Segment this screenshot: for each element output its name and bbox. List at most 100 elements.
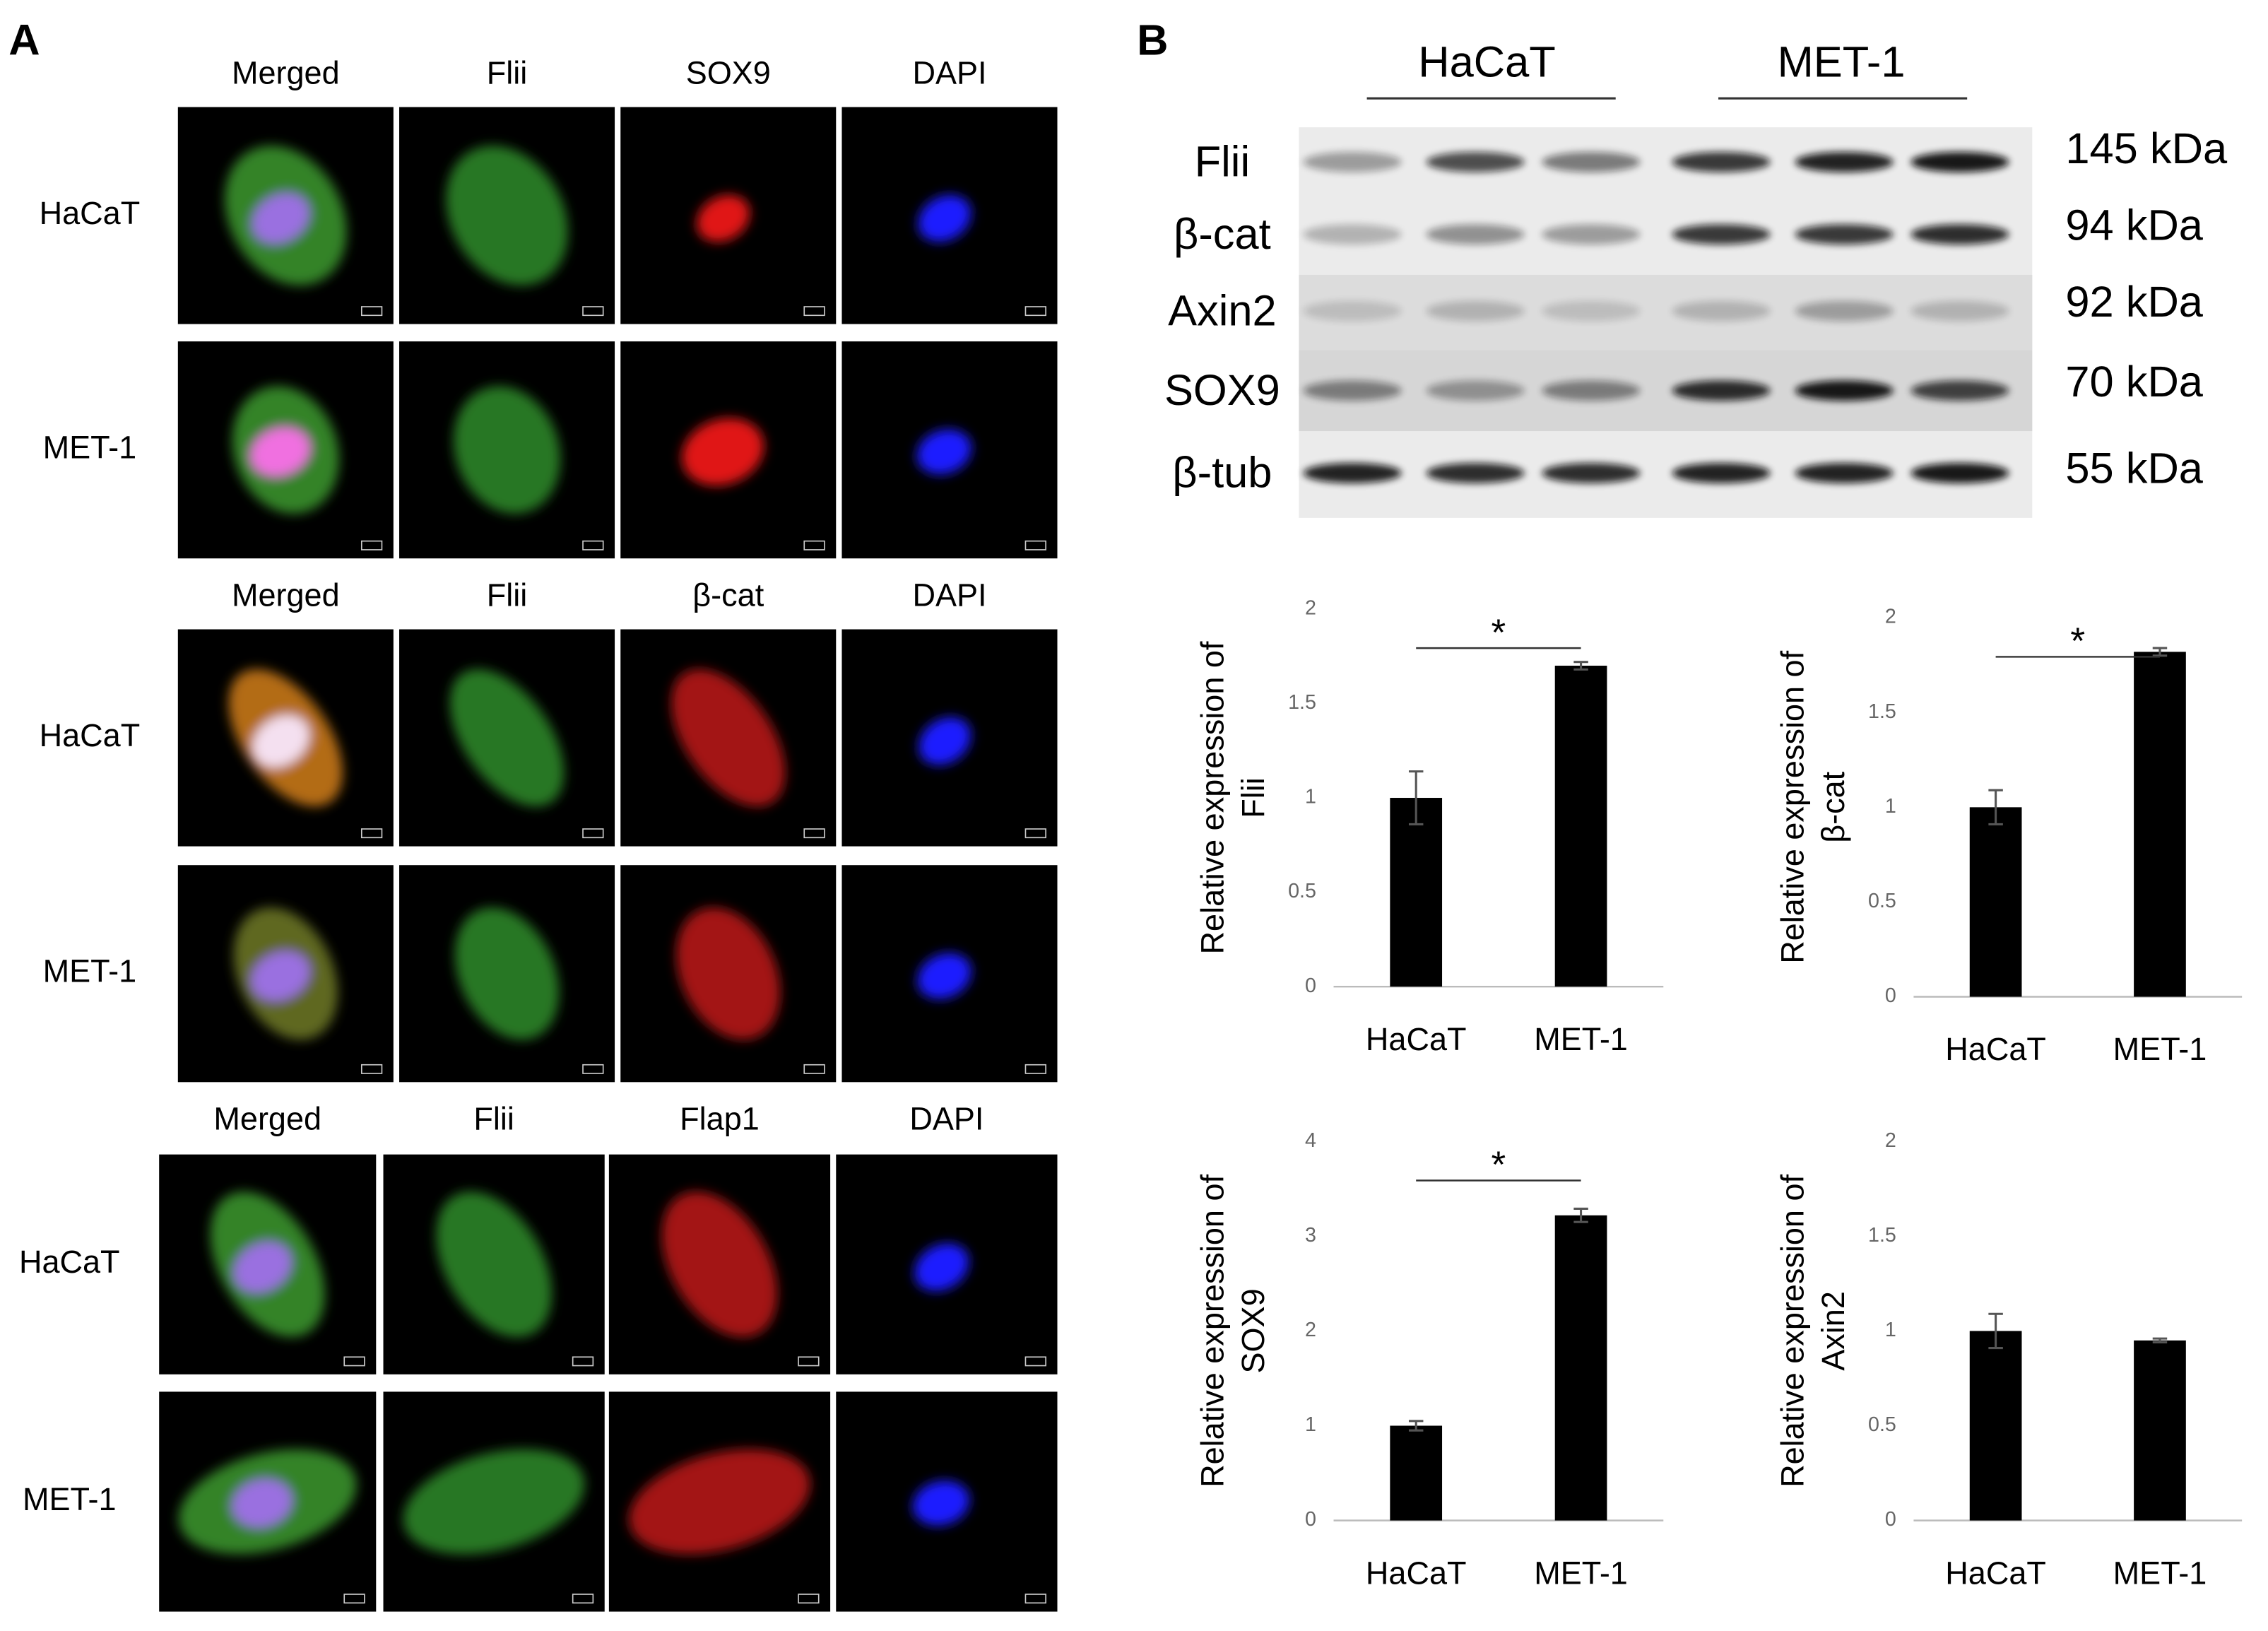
protein-label: SOX9 <box>1164 366 1280 415</box>
row-label: MET-1 <box>43 430 137 466</box>
scale-bar <box>572 1356 594 1367</box>
scale-bar <box>1024 1356 1046 1367</box>
blot-band <box>1542 151 1641 172</box>
cell-line-label: MET-1 <box>1778 37 1906 86</box>
cell <box>232 386 339 514</box>
micrograph <box>620 341 837 559</box>
blot-band <box>1426 300 1525 322</box>
nucleus-stain <box>250 950 310 1001</box>
column-header: DAPI <box>909 1100 984 1136</box>
significance-marker: * <box>1492 1144 1506 1186</box>
error-bar <box>1408 1420 1424 1432</box>
scale-bar <box>798 1356 820 1367</box>
column-header: Flii <box>487 577 528 613</box>
cell <box>449 669 565 807</box>
blot-band <box>1795 380 1894 401</box>
scale-bar <box>360 540 383 550</box>
x-tick-label: HaCaT <box>1366 1555 1467 1591</box>
y-axis-label: Relative expression of <box>1774 1174 1810 1487</box>
cell-stain <box>676 907 781 1040</box>
error-bar <box>2152 1337 2168 1344</box>
blot-band <box>1910 463 2009 483</box>
scale-bar <box>1024 1064 1046 1074</box>
blot-band <box>1795 151 1894 172</box>
nucleus-stain <box>918 194 971 242</box>
column-header: SOX9 <box>686 54 771 90</box>
blot-band <box>1303 224 1402 245</box>
y-axis-label: Axin2 <box>1815 1291 1851 1371</box>
scale-bar <box>803 540 825 550</box>
cell <box>228 669 343 807</box>
error-bar <box>1408 770 1424 825</box>
scale-bar <box>798 1594 820 1604</box>
size-label: 145 kDa <box>2065 124 2228 173</box>
y-tick-label: 1 <box>1305 1413 1316 1436</box>
column-header: DAPI <box>912 577 986 613</box>
bar <box>1969 807 2022 997</box>
y-axis-label: Relative expression of <box>1195 1174 1231 1487</box>
cell <box>178 1449 357 1555</box>
y-tick-label: 0 <box>1305 975 1316 997</box>
scale-bar <box>1024 306 1046 317</box>
nucleus-stain <box>916 429 972 475</box>
bar <box>1554 1215 1607 1521</box>
protein-label: Flii <box>1195 138 1250 187</box>
column-header: DAPI <box>912 54 986 90</box>
size-label: 55 kDa <box>2065 444 2203 493</box>
y-tick-label: 0.5 <box>1868 890 1896 912</box>
blot-strip <box>1299 350 2033 432</box>
bar <box>1390 798 1443 987</box>
cell <box>629 1449 810 1555</box>
blot-band <box>1542 300 1641 322</box>
nucleus-stain <box>231 1478 293 1529</box>
blot-band <box>1672 380 1771 401</box>
x-tick-label: HaCaT <box>1945 1031 2046 1067</box>
nucleus-stain <box>232 1241 293 1294</box>
scale-bar <box>582 1064 604 1074</box>
cell-stain <box>449 669 565 807</box>
size-label: 92 kDa <box>2065 278 2203 326</box>
blot-band <box>1910 151 2009 172</box>
column-header: Merged <box>232 577 340 613</box>
y-tick-label: 2 <box>1305 1319 1316 1341</box>
blot-band <box>1426 151 1525 172</box>
panel-label: A <box>8 16 40 65</box>
protein-label: Axin2 <box>1168 286 1277 335</box>
y-tick-label: 1.5 <box>1288 691 1316 714</box>
blot-band <box>1795 300 1894 322</box>
column-header: β-cat <box>692 577 764 613</box>
y-tick-label: 1.5 <box>1868 700 1896 723</box>
blot-band <box>1542 380 1641 401</box>
y-axis-label: β-cat <box>1815 771 1851 842</box>
y-tick-label: 4 <box>1305 1129 1316 1152</box>
cell-stain <box>178 1449 357 1555</box>
cell <box>676 907 781 1040</box>
cell <box>225 146 347 285</box>
y-axis-label: Relative expression of <box>1774 650 1810 963</box>
cell-stain <box>453 386 561 514</box>
error-bar <box>1573 1207 1588 1223</box>
nucleus-stain <box>697 194 750 242</box>
blot-band <box>1542 463 1641 483</box>
cell <box>661 1191 778 1338</box>
scale-bar <box>582 306 604 317</box>
column-header: Flap1 <box>680 1100 760 1136</box>
nucleus-stain <box>914 1243 969 1292</box>
nucleus-stain <box>251 192 310 245</box>
y-tick-label: 0 <box>1305 1508 1316 1531</box>
y-axis-label: Flii <box>1235 777 1271 818</box>
nucleus-stain <box>912 1480 970 1526</box>
blot-band <box>1672 300 1771 322</box>
blot-band <box>1910 224 2009 245</box>
x-tick-label: HaCaT <box>1366 1021 1467 1057</box>
significance-marker: * <box>1492 612 1506 654</box>
nucleus-stain <box>250 427 311 477</box>
scale-bar <box>360 828 383 839</box>
blot-band <box>1910 300 2009 322</box>
cell <box>403 1449 585 1555</box>
blot-band <box>1672 463 1771 483</box>
blot-band <box>1303 151 1402 172</box>
bar <box>2134 652 2186 997</box>
blot-band <box>1303 463 1402 483</box>
